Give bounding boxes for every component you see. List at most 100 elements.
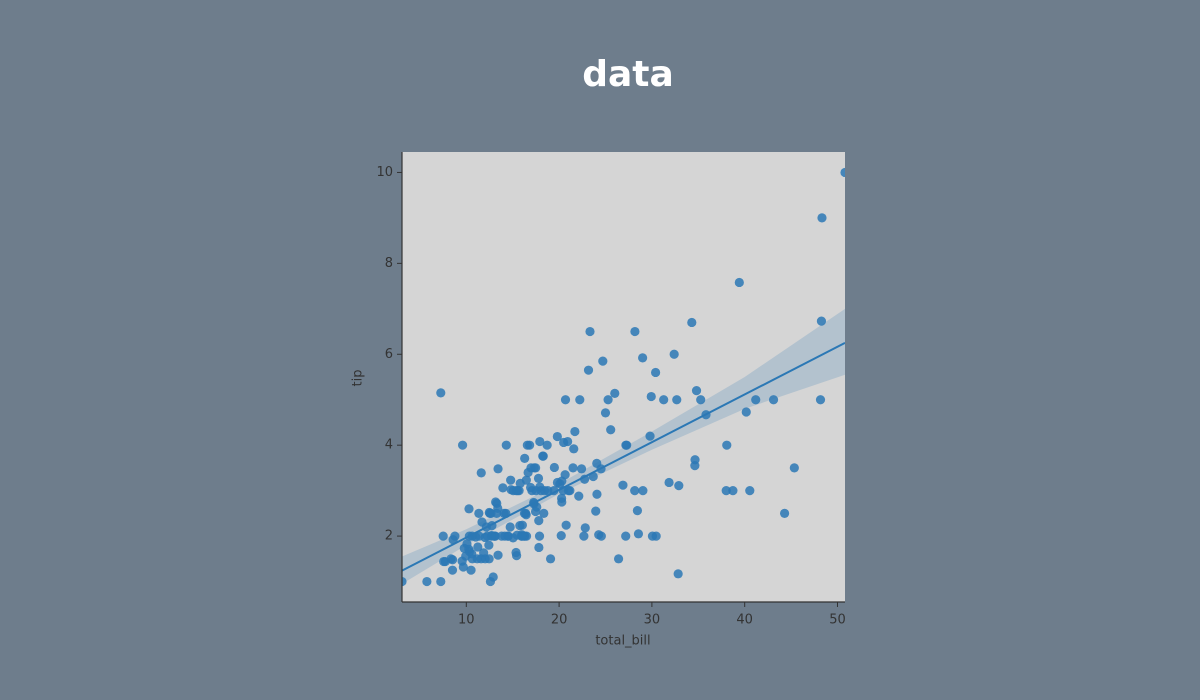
scatter-point [728,486,738,496]
scatter-point [721,486,731,496]
scatter-point [532,502,542,512]
scatter-point [672,395,682,405]
scatter-point [457,556,467,566]
scatter-point [552,431,562,442]
scatter-point [638,353,648,363]
scatter-point [464,504,474,514]
x-tick-label: 30 [644,613,661,628]
scatter-point [515,521,525,531]
x-tick-label: 50 [829,613,846,628]
scatter-point [493,550,503,560]
scatter-point [647,531,658,541]
scatter-point [570,426,580,437]
scatter-point [506,475,516,485]
scatter-point [645,431,655,441]
scatter-point [751,395,761,405]
y-axis-label: tip [351,370,366,387]
scatter-point [485,576,496,587]
scatter-point [622,440,632,450]
x-tick-label: 20 [551,613,568,628]
scatter-point [734,277,744,288]
scatter-point [691,386,702,396]
scatter-point [477,517,487,527]
scatter-point [817,213,827,223]
scatter-point [476,468,486,478]
scatter-point [534,542,544,553]
scatter-point [687,317,697,328]
scatter-point [474,508,484,518]
scatter-point [497,531,507,541]
scatter-point [557,497,567,507]
scatter-point [591,506,601,516]
scatter-point [448,535,458,545]
scatter-point [659,395,669,405]
scatter-point [447,565,458,575]
regression-line [402,342,845,572]
y-tick-label: 10 [376,165,393,180]
scatter-point [552,477,563,488]
scatter-point [651,367,661,378]
scatter-point [505,522,515,532]
scatter-point [499,508,509,518]
scatter-point [768,395,779,405]
scatter-point [722,440,732,450]
scatter-point [506,485,516,495]
scatter-point [534,531,545,541]
y-tick-label: 6 [385,347,393,362]
scatter-point [840,167,845,178]
scatter-point [745,486,755,496]
confidence-band [402,308,845,584]
scatter-point [556,531,566,541]
scatter-point [561,520,571,530]
scatter-point [579,531,589,541]
scatter-point [439,556,449,567]
scatter-point [515,478,525,488]
scatter-point [533,473,544,483]
scatter-point [789,463,799,473]
scatter-point [600,408,611,418]
scatter-point [402,576,407,587]
page-title: data [582,54,674,95]
scatter-point [491,497,501,507]
scatter-point [534,516,544,526]
scatter-point [575,395,585,405]
scatter-point [815,395,826,405]
scatter-point [568,463,578,473]
scatter-point [741,407,751,417]
scatter-point [559,437,569,448]
scatter-point [538,451,548,461]
scatter-point [576,464,587,474]
scatter-point [598,356,608,366]
scatter-point [632,506,643,516]
scatter-point [583,365,594,375]
scatter-point [523,467,533,478]
scatter-point [816,316,827,326]
scatter-point [603,395,613,405]
scatter-point [535,436,545,447]
scatter-point [498,483,508,493]
scatter-point [633,529,644,539]
y-tick-label: 4 [385,438,393,453]
scatter-point [669,349,679,359]
scatter-point [664,477,674,488]
scatter-point [522,440,532,450]
scatter-point [646,391,656,402]
scatter-point [638,486,648,496]
scatter-point [484,540,494,550]
scatter-point [674,481,684,491]
scatter-point [520,453,530,463]
scatter-point [673,569,683,579]
scatter-point [630,486,640,496]
scatter-point [549,462,559,473]
scatter-point [501,440,511,450]
scatter-point [438,531,448,541]
y-tick-label: 8 [385,256,393,271]
scatter-point [422,576,432,587]
scatter-point [618,480,628,490]
scatter-point [521,510,531,520]
scatter-point [539,508,549,518]
y-tick-label: 2 [385,529,393,544]
scatter-point [779,508,790,518]
